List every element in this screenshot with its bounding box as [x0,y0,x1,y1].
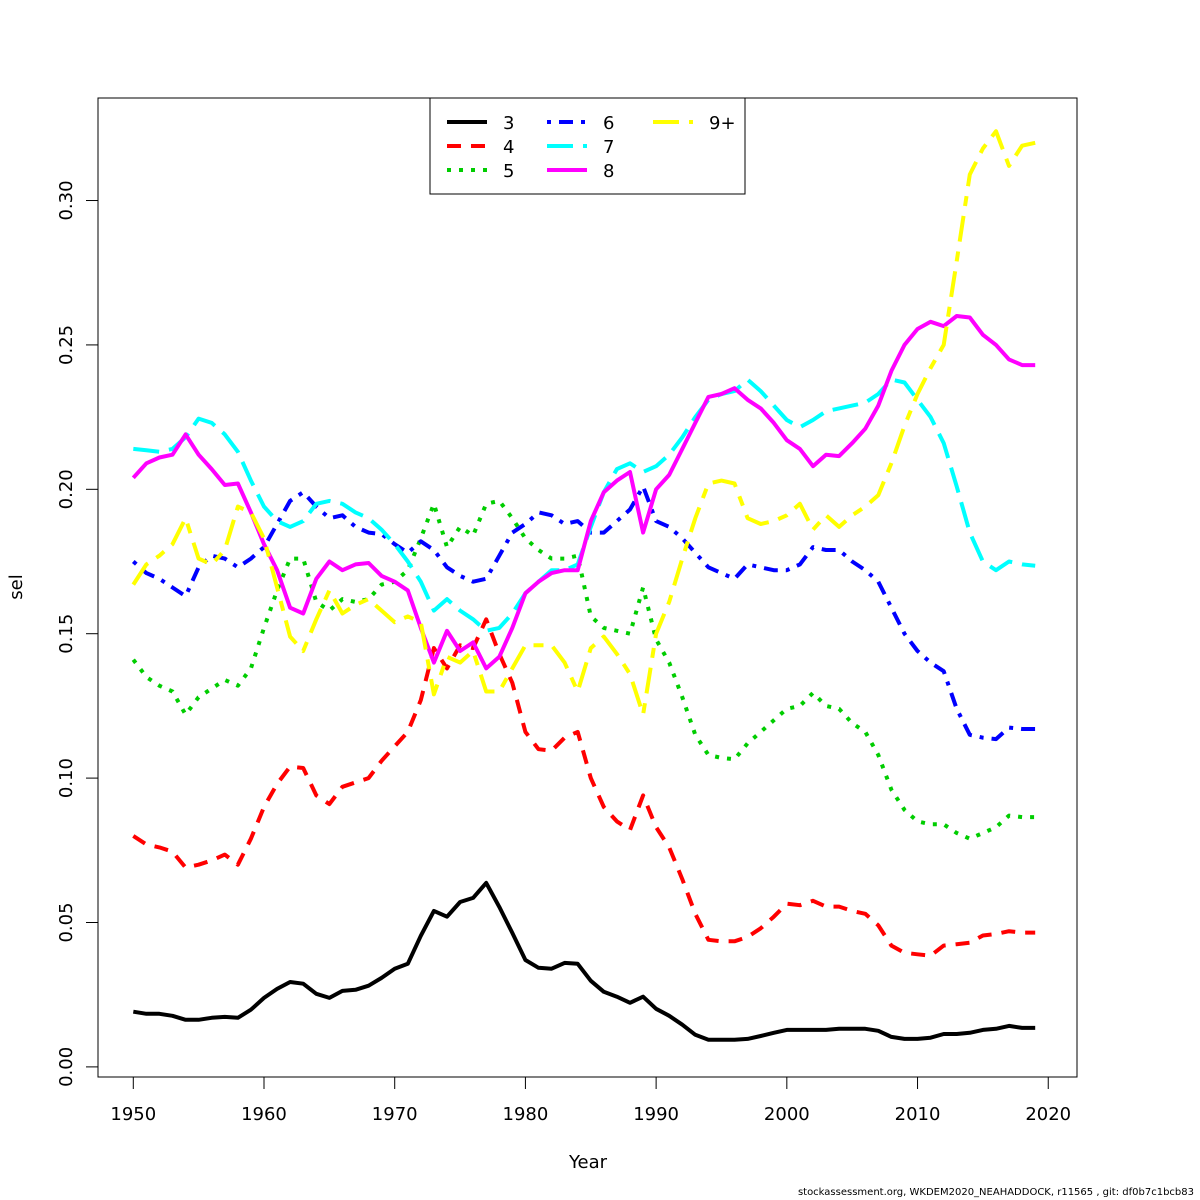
legend-label-6: 6 [603,113,614,134]
x-tick-label: 1990 [633,1104,679,1125]
series-line-7 [133,377,1036,633]
series-line-9plus [131,129,1036,717]
x-tick-label: 1980 [503,1104,549,1125]
legend-label-3: 3 [503,113,514,134]
y-axis-title: sel [6,574,27,599]
x-tick-label: 2000 [764,1104,810,1125]
x-axis-title: Year [568,1152,608,1173]
series-line-3 [132,880,1036,1042]
y-tick-label: 0.15 [56,614,77,654]
x-axis: 1950 1960 1970 1980 1990 2000 2010 2020 [110,1076,1071,1125]
legend: 3 4 5 6 7 8 9+ [429,97,746,195]
x-tick-label: 2010 [895,1104,941,1125]
legend-label-5: 5 [503,161,514,182]
footer-caption: stockassessment.org, WKDEM2020_NEAHADDOC… [797,1187,1194,1198]
series-line-8 [131,314,1036,671]
y-axis: 0.00 0.05 0.10 0.15 0.20 0.25 0.30 [56,180,99,1087]
series-line-5 [131,498,1036,841]
legend-label-8: 8 [603,161,614,182]
x-tick-label: 1960 [241,1104,287,1125]
y-tick-label: 0.05 [56,902,77,942]
y-tick-label: 0.30 [56,180,77,220]
legend-label-4: 4 [503,137,514,158]
y-tick-label: 0.10 [56,758,77,798]
y-tick-label: 0.00 [56,1047,77,1087]
series-layer [131,129,1036,1042]
y-tick-label: 0.20 [56,469,77,509]
legend-label-9plus: 9+ [709,113,736,134]
x-tick-label: 2020 [1025,1104,1071,1125]
y-tick-label: 0.25 [56,325,77,365]
legend-label-7: 7 [603,137,614,158]
x-tick-label: 1970 [372,1104,418,1125]
series-line-4 [132,617,1036,958]
x-tick-label: 1950 [110,1104,156,1125]
plot-area-frame [97,97,1078,1078]
series-line-6 [131,484,1036,742]
